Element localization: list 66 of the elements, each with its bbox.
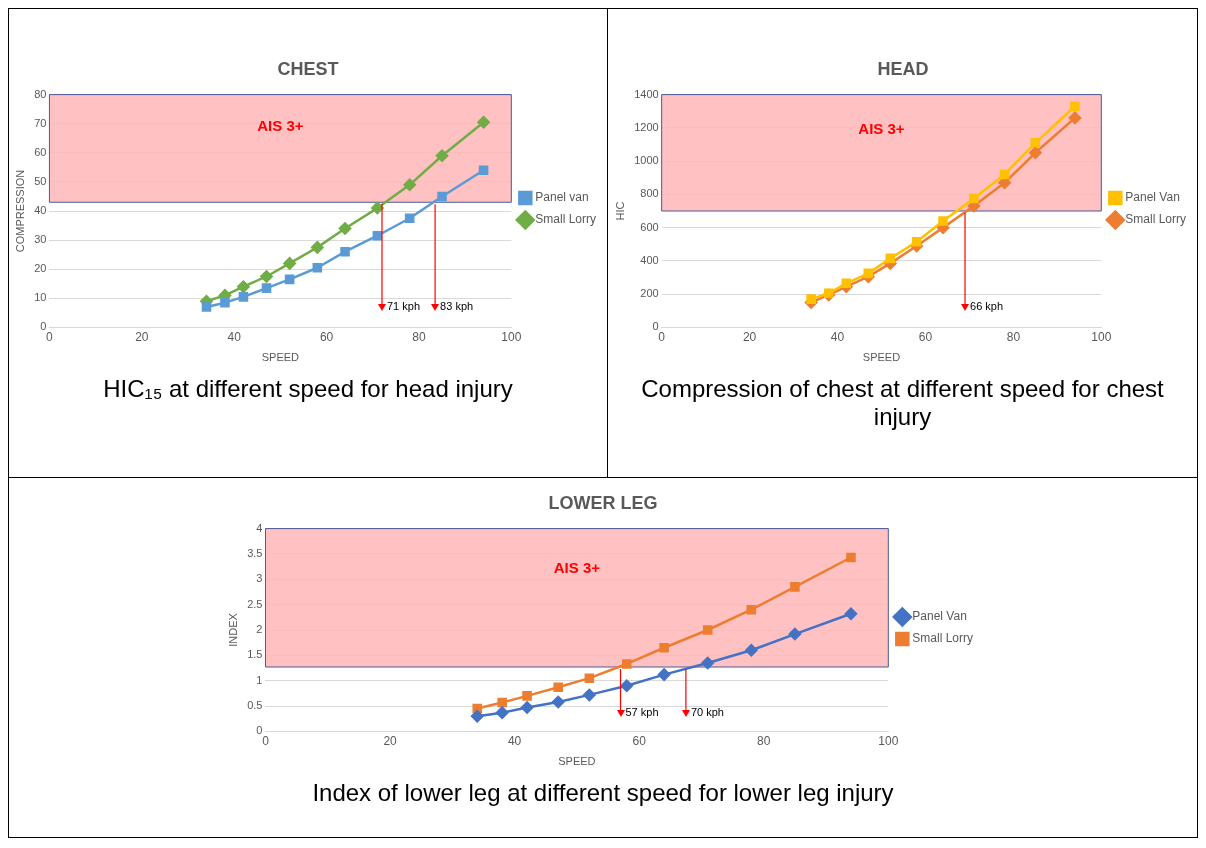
y-tick-label: 0.5 xyxy=(247,699,263,712)
text: Index of lower leg at different speed for lower leg injury xyxy=(311,778,895,808)
x-axis-title: SPEED xyxy=(261,351,300,364)
y-tick-label: 2 xyxy=(256,623,263,636)
y-tick-label: 20 xyxy=(34,262,47,275)
x-tick-label: 40 xyxy=(507,733,522,748)
x-tick-label: 100 xyxy=(878,733,899,748)
x-tick-label: 20 xyxy=(135,329,149,344)
x-axis-title: SPEED xyxy=(558,755,596,768)
text: Compression of chest at different speed for chest injury xyxy=(640,374,1165,432)
y-tick-label: 1 xyxy=(256,673,263,686)
ref-line-label: 57 kph xyxy=(625,706,659,719)
y-tick-label: 70 xyxy=(34,116,47,129)
y-tick-label: 400 xyxy=(639,253,659,266)
ref-line-label: 83 kph xyxy=(440,300,474,313)
legend-label: Panel Van xyxy=(1124,190,1180,205)
y-axis-title: COMPRESSION xyxy=(13,169,26,253)
y-tick-label: 3 xyxy=(256,572,263,585)
y-tick-label: 2.5 xyxy=(247,597,263,610)
chart-title: HEAD xyxy=(876,58,929,79)
x-tick-label: 100 xyxy=(1090,329,1112,344)
y-tick-label: 50 xyxy=(34,174,47,187)
chart-title: CHEST xyxy=(277,58,339,79)
y-axis-title: HIC xyxy=(613,201,626,221)
legend-label: Small Lorry xyxy=(1124,212,1186,227)
y-tick-label: 200 xyxy=(639,287,659,300)
legend-label: Panel Van xyxy=(912,609,967,624)
x-tick-label: 60 xyxy=(319,329,334,344)
x-tick-label: 40 xyxy=(830,329,845,344)
text: HIC₁₅ at different speed for head injury xyxy=(102,374,514,404)
x-tick-label: 80 xyxy=(1006,329,1020,344)
legend-label: Panel van xyxy=(535,190,589,205)
x-axis-title: SPEED xyxy=(862,351,900,364)
y-axis-title: INDEX xyxy=(226,612,239,647)
ref-line-label: 70 kph xyxy=(690,706,724,719)
y-tick-label: 60 xyxy=(34,145,47,158)
ref-line-label: 66 kph xyxy=(969,300,1003,313)
y-tick-label: 1.5 xyxy=(247,648,263,661)
y-tick-label: 0 xyxy=(256,724,263,737)
y-tick-label: 800 xyxy=(639,187,659,200)
x-tick-label: 80 xyxy=(757,733,771,748)
ref-line-label: 71 kph xyxy=(386,300,421,313)
band-label: AIS 3+ xyxy=(553,558,601,576)
y-tick-label: 3.5 xyxy=(247,546,263,559)
y-tick-label: 80 xyxy=(34,87,47,100)
y-tick-label: 4 xyxy=(256,521,263,534)
y-tick-label: 1200 xyxy=(633,120,659,133)
x-tick-label: 20 xyxy=(383,733,398,748)
x-tick-label: 20 xyxy=(742,329,757,344)
x-tick-label: 60 xyxy=(918,329,932,344)
x-tick-label: 80 xyxy=(412,329,426,344)
y-tick-label: 1000 xyxy=(633,154,659,167)
y-tick-label: 1400 xyxy=(633,87,659,100)
y-tick-label: 0 xyxy=(40,320,47,333)
band-label: AIS 3+ xyxy=(257,117,304,135)
y-tick-label: 10 xyxy=(34,291,47,304)
legend-label: Small Lorry xyxy=(535,212,597,227)
x-tick-label: 40 xyxy=(227,329,242,344)
chart-title: LOWER LEG xyxy=(548,492,658,513)
band-label: AIS 3+ xyxy=(857,119,905,137)
legend-label: Small Lorry xyxy=(912,631,974,646)
y-tick-label: 600 xyxy=(639,220,659,233)
x-tick-label: 100 xyxy=(501,329,522,344)
y-tick-label: 0 xyxy=(652,320,659,333)
y-tick-label: 40 xyxy=(34,204,47,217)
y-tick-label: 30 xyxy=(34,233,47,246)
